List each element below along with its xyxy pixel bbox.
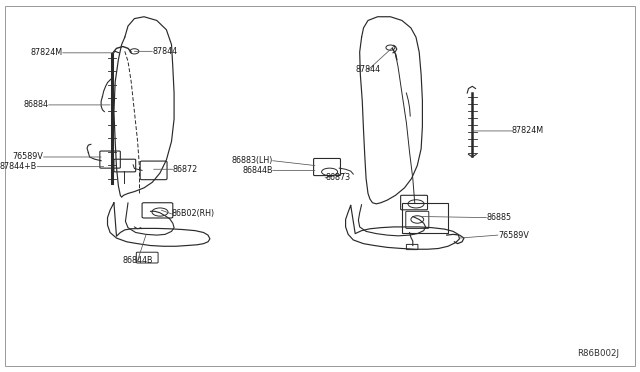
Text: 86873: 86873 [325,173,350,182]
Bar [402,203,448,232]
Text: 86844B: 86844B [122,256,153,265]
Text: 87844+B: 87844+B [0,162,37,171]
Text: 87844: 87844 [152,47,177,56]
Text: 86844B: 86844B [242,166,273,175]
Text: 87844: 87844 [355,65,381,74]
Text: 76589V: 76589V [13,153,44,161]
Text: 76589V: 76589V [498,231,529,240]
Text: R86B002J: R86B002J [577,349,620,358]
Text: 87824M: 87824M [31,48,63,57]
Text: 86885: 86885 [486,213,511,222]
Text: 86884: 86884 [24,100,49,109]
Text: 86872: 86872 [173,165,198,174]
Text: 86883(LH): 86883(LH) [231,156,273,165]
Text: 86B02(RH): 86B02(RH) [172,209,214,218]
Text: 87824M: 87824M [512,126,544,135]
